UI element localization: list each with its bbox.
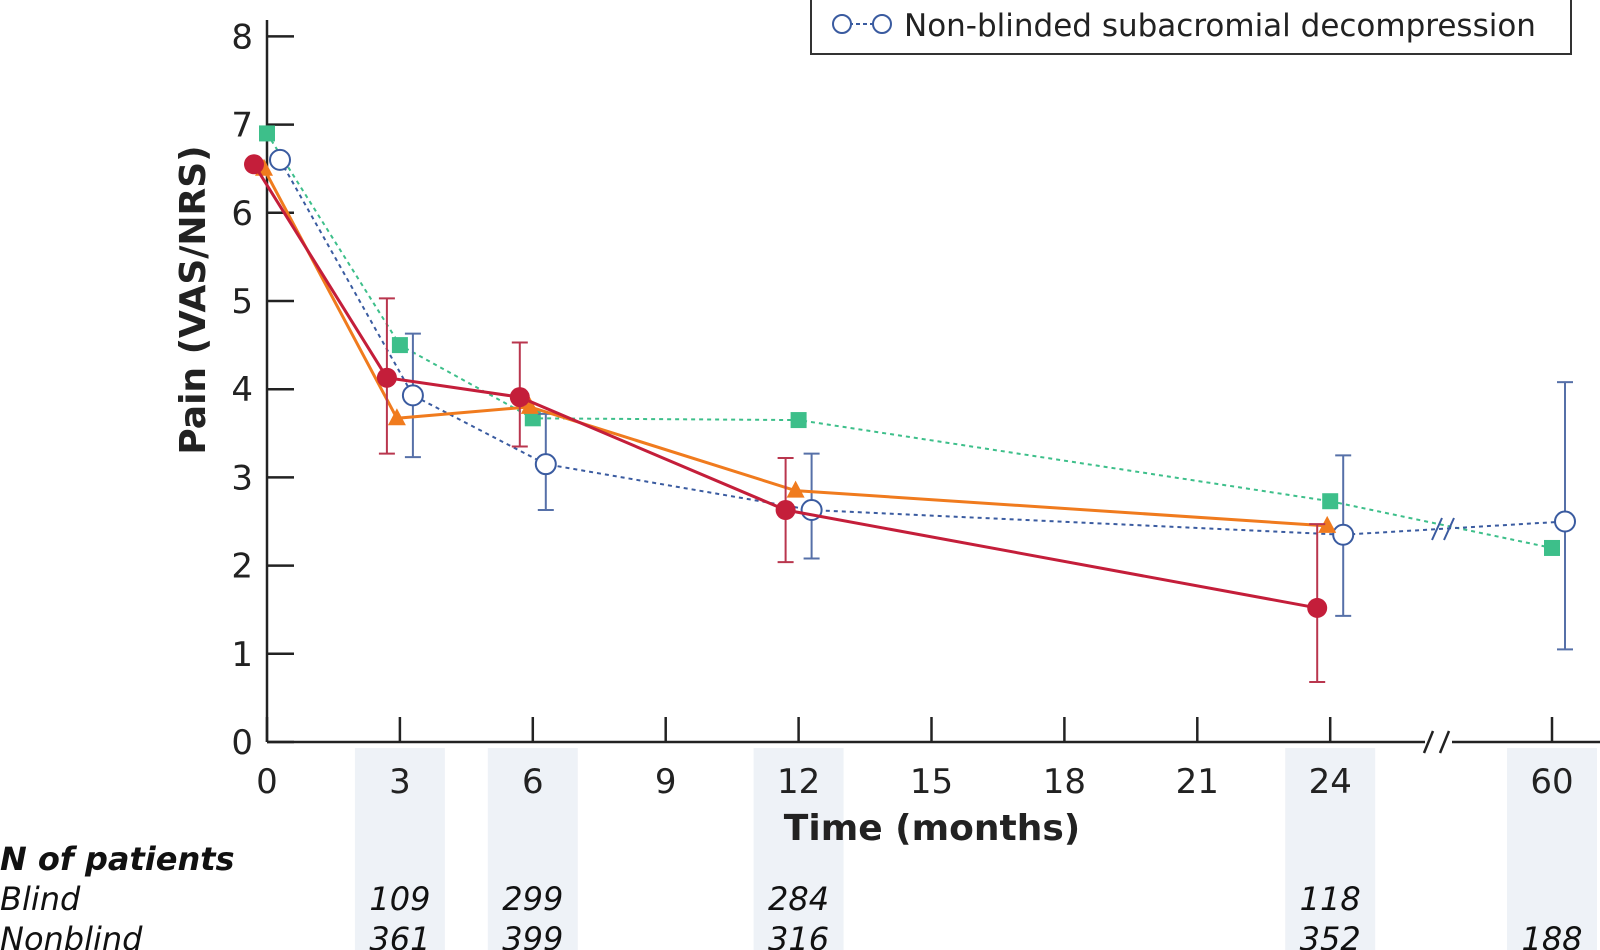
- y-tick-label: 6: [231, 194, 253, 234]
- x-tick-label: 6: [522, 762, 544, 802]
- legend-marker-nonblinded-sad: [832, 14, 892, 34]
- n-table-heading: N of patients: [0, 840, 235, 878]
- series-nonblinded-sad: [269, 148, 1576, 651]
- n-value: 316: [768, 920, 829, 950]
- series-line-segment-to-60: [1329, 500, 1553, 549]
- n-value: 118: [1300, 880, 1361, 918]
- x-axis-title: Time (months): [784, 808, 1080, 849]
- x-tick-label: 3: [389, 762, 411, 802]
- series-line-segment-to-60: [1343, 520, 1566, 536]
- x-tick-label: 0: [256, 762, 278, 802]
- data-point: [1332, 523, 1355, 546]
- data-point: [269, 148, 291, 171]
- series-nonblinded-physio: [259, 125, 1560, 556]
- data-point: [391, 337, 408, 354]
- y-axis-title: Pain (VAS/NRS): [173, 145, 214, 454]
- x-tick-label: 18: [1043, 762, 1086, 802]
- n-row-label-nonblind: Nonblind: [0, 920, 143, 950]
- n-value: 399: [502, 920, 563, 950]
- x-ticks: 0 3 6 9 12 15 18 21 24 60: [256, 717, 1574, 802]
- series-line: [279, 159, 1344, 536]
- data-point: [1544, 539, 1560, 556]
- series-line: [266, 132, 1331, 503]
- time-band-60: [1507, 748, 1597, 950]
- x-tick-label: 9: [655, 762, 677, 802]
- y-tick-label: 2: [231, 547, 253, 587]
- series-break-mark: [1431, 517, 1455, 541]
- time-band-3: [354, 748, 445, 950]
- data-point: [1307, 597, 1328, 618]
- time-band-12: [753, 748, 844, 950]
- axes: [265, 20, 1600, 754]
- x-tick-label: 21: [1176, 762, 1219, 802]
- data-point: [259, 125, 275, 142]
- data-point: [509, 387, 530, 408]
- x-tick-label: 60: [1530, 762, 1573, 802]
- y-tick-label: 8: [231, 17, 253, 57]
- data-point: [786, 480, 805, 498]
- x-tick-label: 24: [1309, 762, 1352, 802]
- data-point: [775, 500, 796, 521]
- data-point: [1554, 510, 1576, 533]
- legend: Non-blinded subacromial decompression: [810, 0, 1572, 55]
- n-value: 361: [369, 920, 430, 950]
- data-point: [401, 384, 424, 407]
- series-blinded-placebo: [255, 158, 1337, 533]
- y-tick-label: 1: [231, 635, 253, 675]
- n-value: 109: [369, 880, 430, 918]
- data-point: [790, 412, 807, 429]
- series-layer: [244, 125, 1576, 684]
- y-tick-label: 4: [231, 370, 253, 410]
- time-band-6: [487, 748, 578, 950]
- data-point: [387, 408, 406, 426]
- data-point: [376, 367, 397, 388]
- legend-label-nonblinded-sad: Non-blinded subacromial decompression: [904, 8, 1536, 44]
- data-point: [1322, 493, 1339, 510]
- data-point: [524, 410, 541, 427]
- data-point: [534, 453, 557, 476]
- x-tick-label: 12: [777, 762, 820, 802]
- n-value: 352: [1300, 920, 1361, 950]
- n-value: 284: [768, 880, 829, 918]
- data-point: [244, 154, 264, 175]
- y-tick-label: 0: [231, 723, 253, 763]
- x-tick-label: 15: [910, 762, 953, 802]
- time-bands: [354, 748, 1597, 950]
- series-line: [262, 167, 1328, 528]
- data-point: [520, 396, 539, 414]
- series-blinded-sad: [244, 154, 1328, 684]
- data-point: [1318, 515, 1337, 533]
- x-axis-break-mark: [1422, 730, 1451, 754]
- y-ticks: 0 1 2 3 4 5 6 7 8: [231, 17, 294, 763]
- n-value: 188: [1521, 920, 1582, 950]
- n-value: 299: [502, 880, 563, 918]
- legend-box: [810, 0, 1572, 55]
- n-of-patients-table: N of patients Blind 109 299 284 118 Nonblind 3…: [0, 840, 1583, 950]
- time-band-24: [1285, 748, 1376, 950]
- n-row-label-blind: Blind: [0, 880, 81, 918]
- y-tick-label: 5: [231, 282, 253, 322]
- y-tick-label: 7: [231, 106, 253, 146]
- y-tick-label: 3: [231, 458, 253, 498]
